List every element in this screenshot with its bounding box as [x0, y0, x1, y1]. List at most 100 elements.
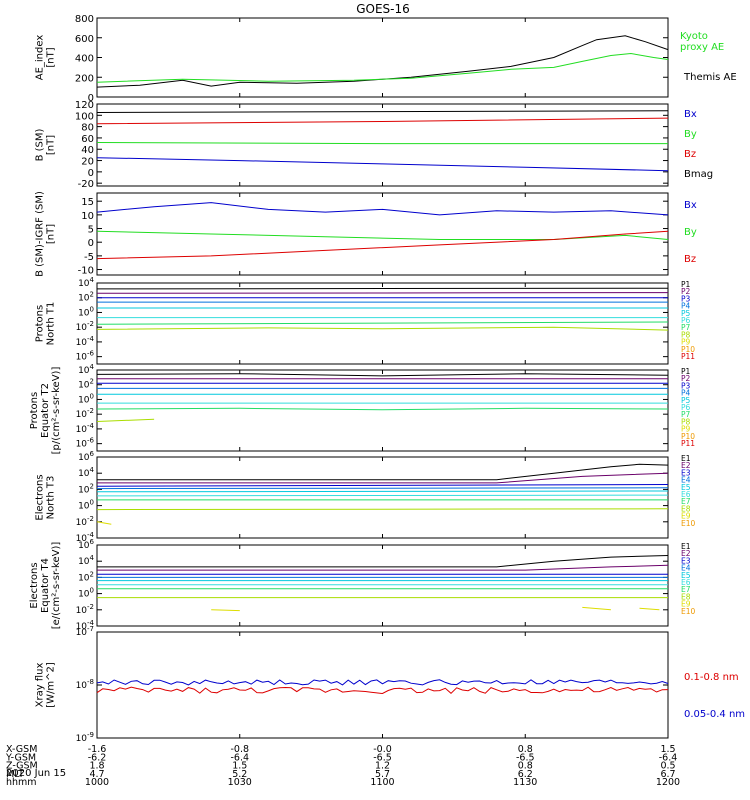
orbit-value: -6.5: [516, 752, 535, 763]
series-P2: [96, 292, 669, 294]
y-tick-label: 10-2: [76, 515, 94, 528]
y-tick-label: 100: [78, 392, 94, 405]
panel-frame: [96, 192, 669, 276]
series-E2: [97, 472, 669, 484]
y-tick-label: 600: [75, 34, 94, 45]
legend-entry: P8: [681, 330, 691, 339]
y-tick-label: 100: [78, 499, 94, 512]
legend-entry: E10: [681, 519, 696, 528]
y-axis-label: Equator T2: [40, 383, 51, 438]
panel-frame: [96, 456, 669, 539]
y-tick-label: 10-6: [76, 350, 95, 363]
legend-entry: P1: [681, 367, 691, 376]
y-tick-label: -10: [78, 266, 94, 277]
orbit-value: 0.8: [518, 744, 533, 755]
orbit-value: -6.2: [88, 752, 107, 763]
series-E9: [582, 606, 611, 611]
legend: Bx By Bz Bmag: [684, 109, 713, 180]
legend-entry: Themis AE: [683, 72, 737, 83]
y-tick-label: 10-4: [76, 422, 95, 435]
legend-entry: P5: [681, 396, 691, 405]
legend-entry: P7: [681, 410, 691, 419]
y-tick-label: 0: [88, 93, 94, 104]
orbit-value: 1.5: [232, 761, 247, 772]
panel-frame: [96, 544, 669, 627]
series-E9: [96, 521, 112, 525]
legend-entry: P3: [681, 381, 691, 390]
legend-entry: E5: [681, 571, 691, 580]
y-tick-label: 10: [81, 211, 94, 222]
series-E8: [96, 508, 669, 511]
y-tick-label: 102: [78, 378, 94, 391]
series-Bz: [96, 230, 669, 260]
legend-entry: E6: [681, 578, 691, 587]
series-Bx: [96, 157, 669, 172]
orbit-row-label: Z-GSM: [6, 761, 38, 772]
legend-entry: Bx: [684, 109, 697, 120]
legend-entry: P3: [681, 294, 691, 303]
orbit-value: 6.2: [518, 769, 533, 780]
orbit-value: 5.2: [232, 769, 247, 780]
legend-entry: P8: [681, 417, 691, 426]
series-P7: [96, 407, 669, 411]
panel-3: -10 -5 0 5 10 15 B (SM)-IGRF (SM) [nT] Bx By Bz: [35, 191, 697, 277]
legend-entry: E1: [681, 454, 691, 463]
y-tick-label: 800: [75, 14, 94, 25]
y-tick-label: 60: [81, 134, 94, 145]
y-tick-label: 10-6: [76, 437, 95, 450]
y-axis-label: Equator T4: [40, 558, 51, 613]
legend-entry: P7: [681, 323, 691, 332]
series-P7: [96, 321, 669, 325]
series-Bz: [96, 117, 669, 125]
y-tick-label: 104: [78, 363, 94, 376]
y-tick-label: 100: [78, 305, 94, 318]
orbit-row-label: hhmm: [6, 777, 37, 788]
legend-entry: Bz: [684, 149, 696, 160]
series-E9: [639, 607, 660, 611]
legend-entry: P4: [681, 302, 691, 311]
y-tick-label: 10-8: [76, 678, 94, 691]
series-E1: [97, 463, 669, 481]
orbit-value: 1.5: [660, 744, 675, 755]
y-tick-label: 10-2: [76, 603, 94, 616]
series-Themis-AE: [96, 35, 669, 88]
y-tick-label: 15: [81, 197, 94, 208]
series-0.05-0.4-nm: [96, 679, 669, 686]
orbit-value: -6.4: [230, 752, 249, 763]
legend-entry: E7: [681, 497, 691, 506]
series-P1: [96, 373, 669, 377]
panel-frame: [96, 103, 669, 187]
y-axis-label: North T1: [46, 302, 57, 346]
legend-entry: E3: [681, 556, 691, 565]
panel-7: 106 104 102 100 10-2 10-4 Electrons Equator T4[…: [29, 538, 696, 632]
y-tick-label: 10-2: [76, 320, 94, 333]
legend-entry: P6: [681, 316, 691, 325]
orbit-value: 1000: [85, 777, 109, 788]
legend-entry: E1: [681, 542, 691, 551]
orbit-value: 5.7: [375, 769, 390, 780]
series-P1: [96, 287, 669, 290]
y-axis-label: AE_index: [35, 35, 46, 81]
legend-entry: 0.1-0.8 nm: [684, 672, 739, 683]
orbit-value: -0.8: [230, 744, 249, 755]
legend-entry: P10: [681, 432, 695, 441]
y-tick-label: 104: [78, 466, 94, 479]
legend-entry: P11: [681, 439, 695, 448]
y-axis-label: Xray flux: [35, 663, 46, 708]
y-tick-label: 104: [78, 554, 94, 567]
y-tick-label: 10-4: [76, 531, 95, 544]
y-tick-label: 102: [78, 570, 94, 583]
orbit-row-label: Y-GSM: [5, 752, 36, 763]
y-tick-label: 106: [78, 538, 94, 551]
legend-entry: Bx: [684, 200, 697, 211]
y-tick-label: 200: [75, 73, 94, 84]
orbit-value: 4.7: [89, 769, 104, 780]
